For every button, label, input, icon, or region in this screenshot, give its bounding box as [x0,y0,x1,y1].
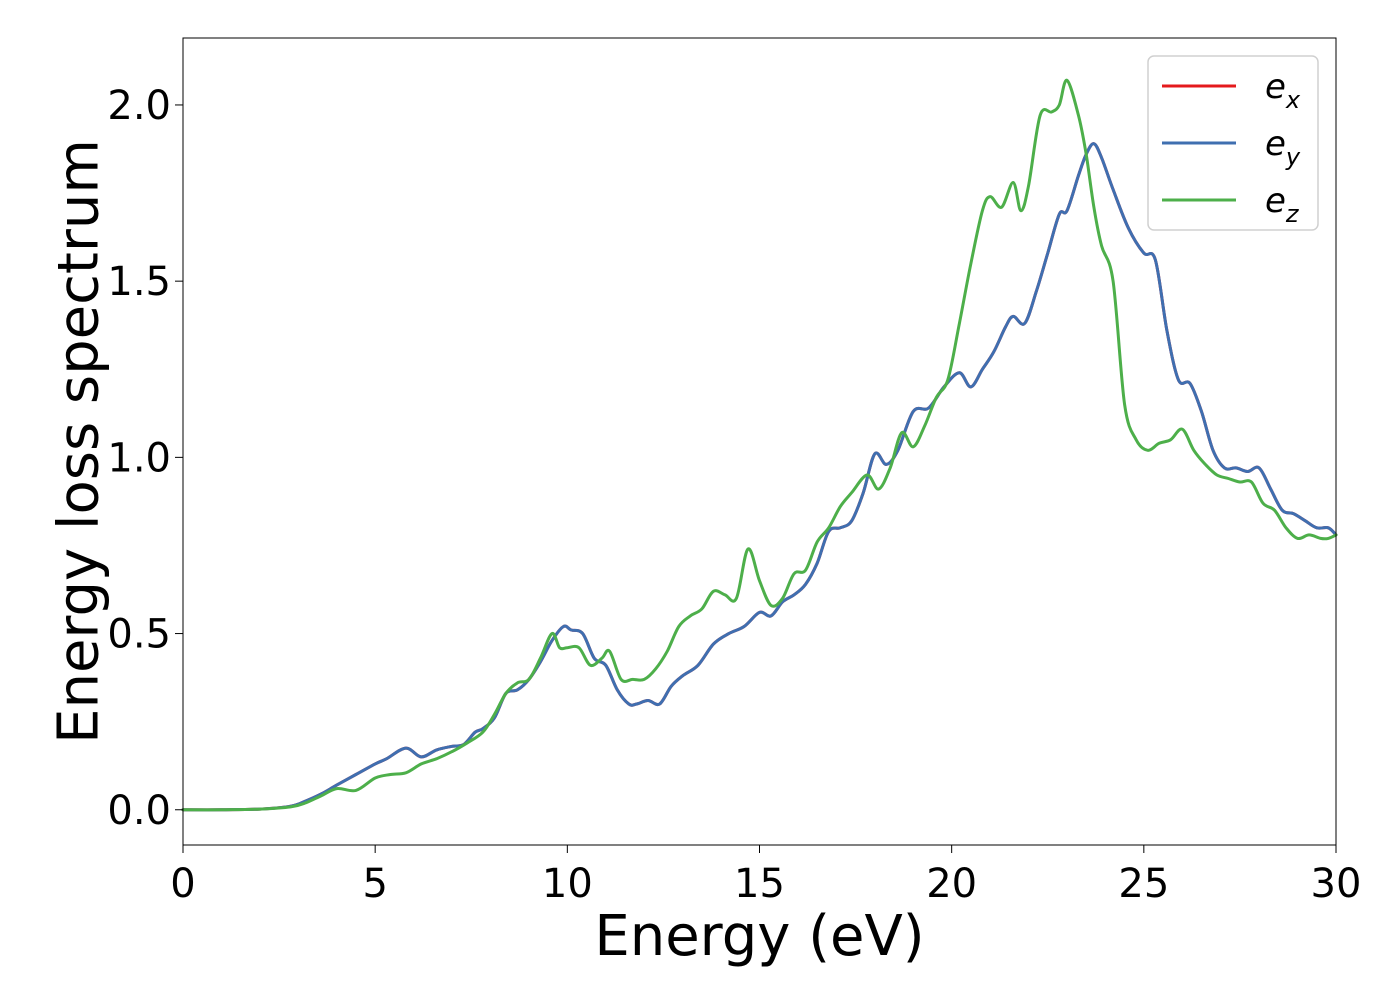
legend-label-base: e [1265,124,1286,164]
x-tick-label: 10 [542,861,593,907]
legend-label-base: e [1265,181,1286,221]
legend-label-x: ex [1265,67,1301,114]
y-axis-label: Energy loss spectrum [47,139,112,744]
series-line-y [181,142,1338,812]
x-tick-label: 15 [734,861,785,907]
legend-label-z: ez [1265,181,1300,228]
legend-label-subscript: x [1285,86,1301,114]
y-tick-label: 0.0 [107,788,171,834]
legend-label-base: e [1265,67,1286,107]
x-axis-label: Energy (eV) [594,904,924,969]
legend-label-subscript: y [1285,143,1301,171]
legend-label-subscript: z [1285,200,1300,228]
series-line-z [181,78,1338,812]
y-tick-label: 1.0 [107,435,171,481]
x-tick-label: 25 [1118,861,1169,907]
y-tick-label: 1.5 [107,259,171,305]
x-tick-label: 5 [362,861,387,907]
x-tick-label: 20 [926,861,977,907]
legend-label-y: ey [1265,124,1301,171]
y-tick-label: 2.0 [107,83,171,129]
y-tick-label: 0.5 [107,612,171,658]
x-tick-label: 30 [1311,861,1362,907]
x-tick-label: 0 [170,861,195,907]
